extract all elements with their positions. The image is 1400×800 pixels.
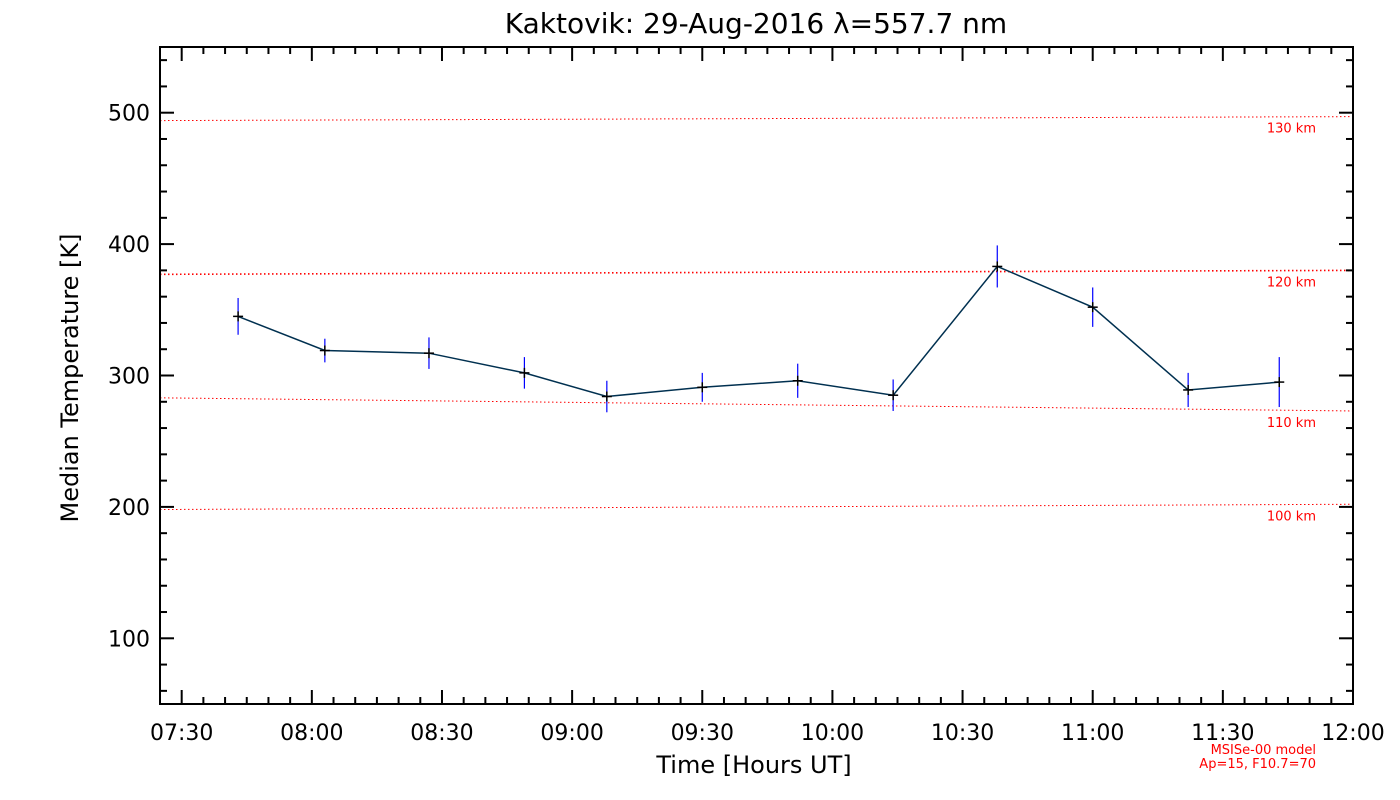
reference-line-110-km (159, 397, 1354, 412)
y-tick-label: 100 (108, 627, 150, 652)
x-tick-label: 08:30 (410, 721, 473, 746)
temperature-line (237, 265, 1280, 398)
x-tick-label: 12:00 (1321, 721, 1384, 746)
reference-label: 110 km (1267, 416, 1316, 431)
x-tick-label: 10:00 (801, 721, 864, 746)
x-axis-label: Time [Hours UT] (655, 751, 851, 779)
x-tick-label: 07:30 (150, 721, 213, 746)
y-tick-label: 400 (108, 233, 150, 258)
x-tick-label: 09:00 (540, 721, 603, 746)
x-tick-label: 10:30 (931, 721, 994, 746)
chart-title: Kaktovik: 29-Aug-2016 λ=557.7 nm (505, 7, 1007, 40)
x-tick-label: 09:30 (671, 721, 734, 746)
model-annotation-line2: Ap=15, F10.7=70 (1199, 757, 1316, 772)
labels: 100 200 300 400 500 07:30 08:00 08:30 09:00 09:30… (56, 7, 1385, 779)
axes (159, 46, 1354, 705)
y-axis-label: Median Temperature [K] (56, 233, 84, 522)
reference-label: 130 km (1267, 122, 1316, 137)
x-tick-label: 11:00 (1061, 721, 1124, 746)
y-tick-label: 200 (108, 496, 150, 521)
reference-label: 100 km (1267, 509, 1316, 524)
y-tick-label: 300 (108, 365, 150, 390)
model-annotation-line1: MSISe-00 model (1211, 743, 1316, 758)
x-tick-label: 08:00 (280, 721, 343, 746)
reference-line-120-km (159, 269, 1354, 276)
model-reference-lines: 130 km 120 km 110 km 100 km (159, 116, 1354, 524)
reference-label: 120 km (1267, 275, 1316, 290)
x-tick-label: 11:30 (1191, 721, 1254, 746)
data-series (233, 245, 1285, 413)
reference-line-130-km (159, 116, 1354, 122)
reference-line-100-km (159, 503, 1354, 511)
plot-frame (159, 46, 1354, 705)
y-tick-label: 500 (108, 102, 150, 127)
